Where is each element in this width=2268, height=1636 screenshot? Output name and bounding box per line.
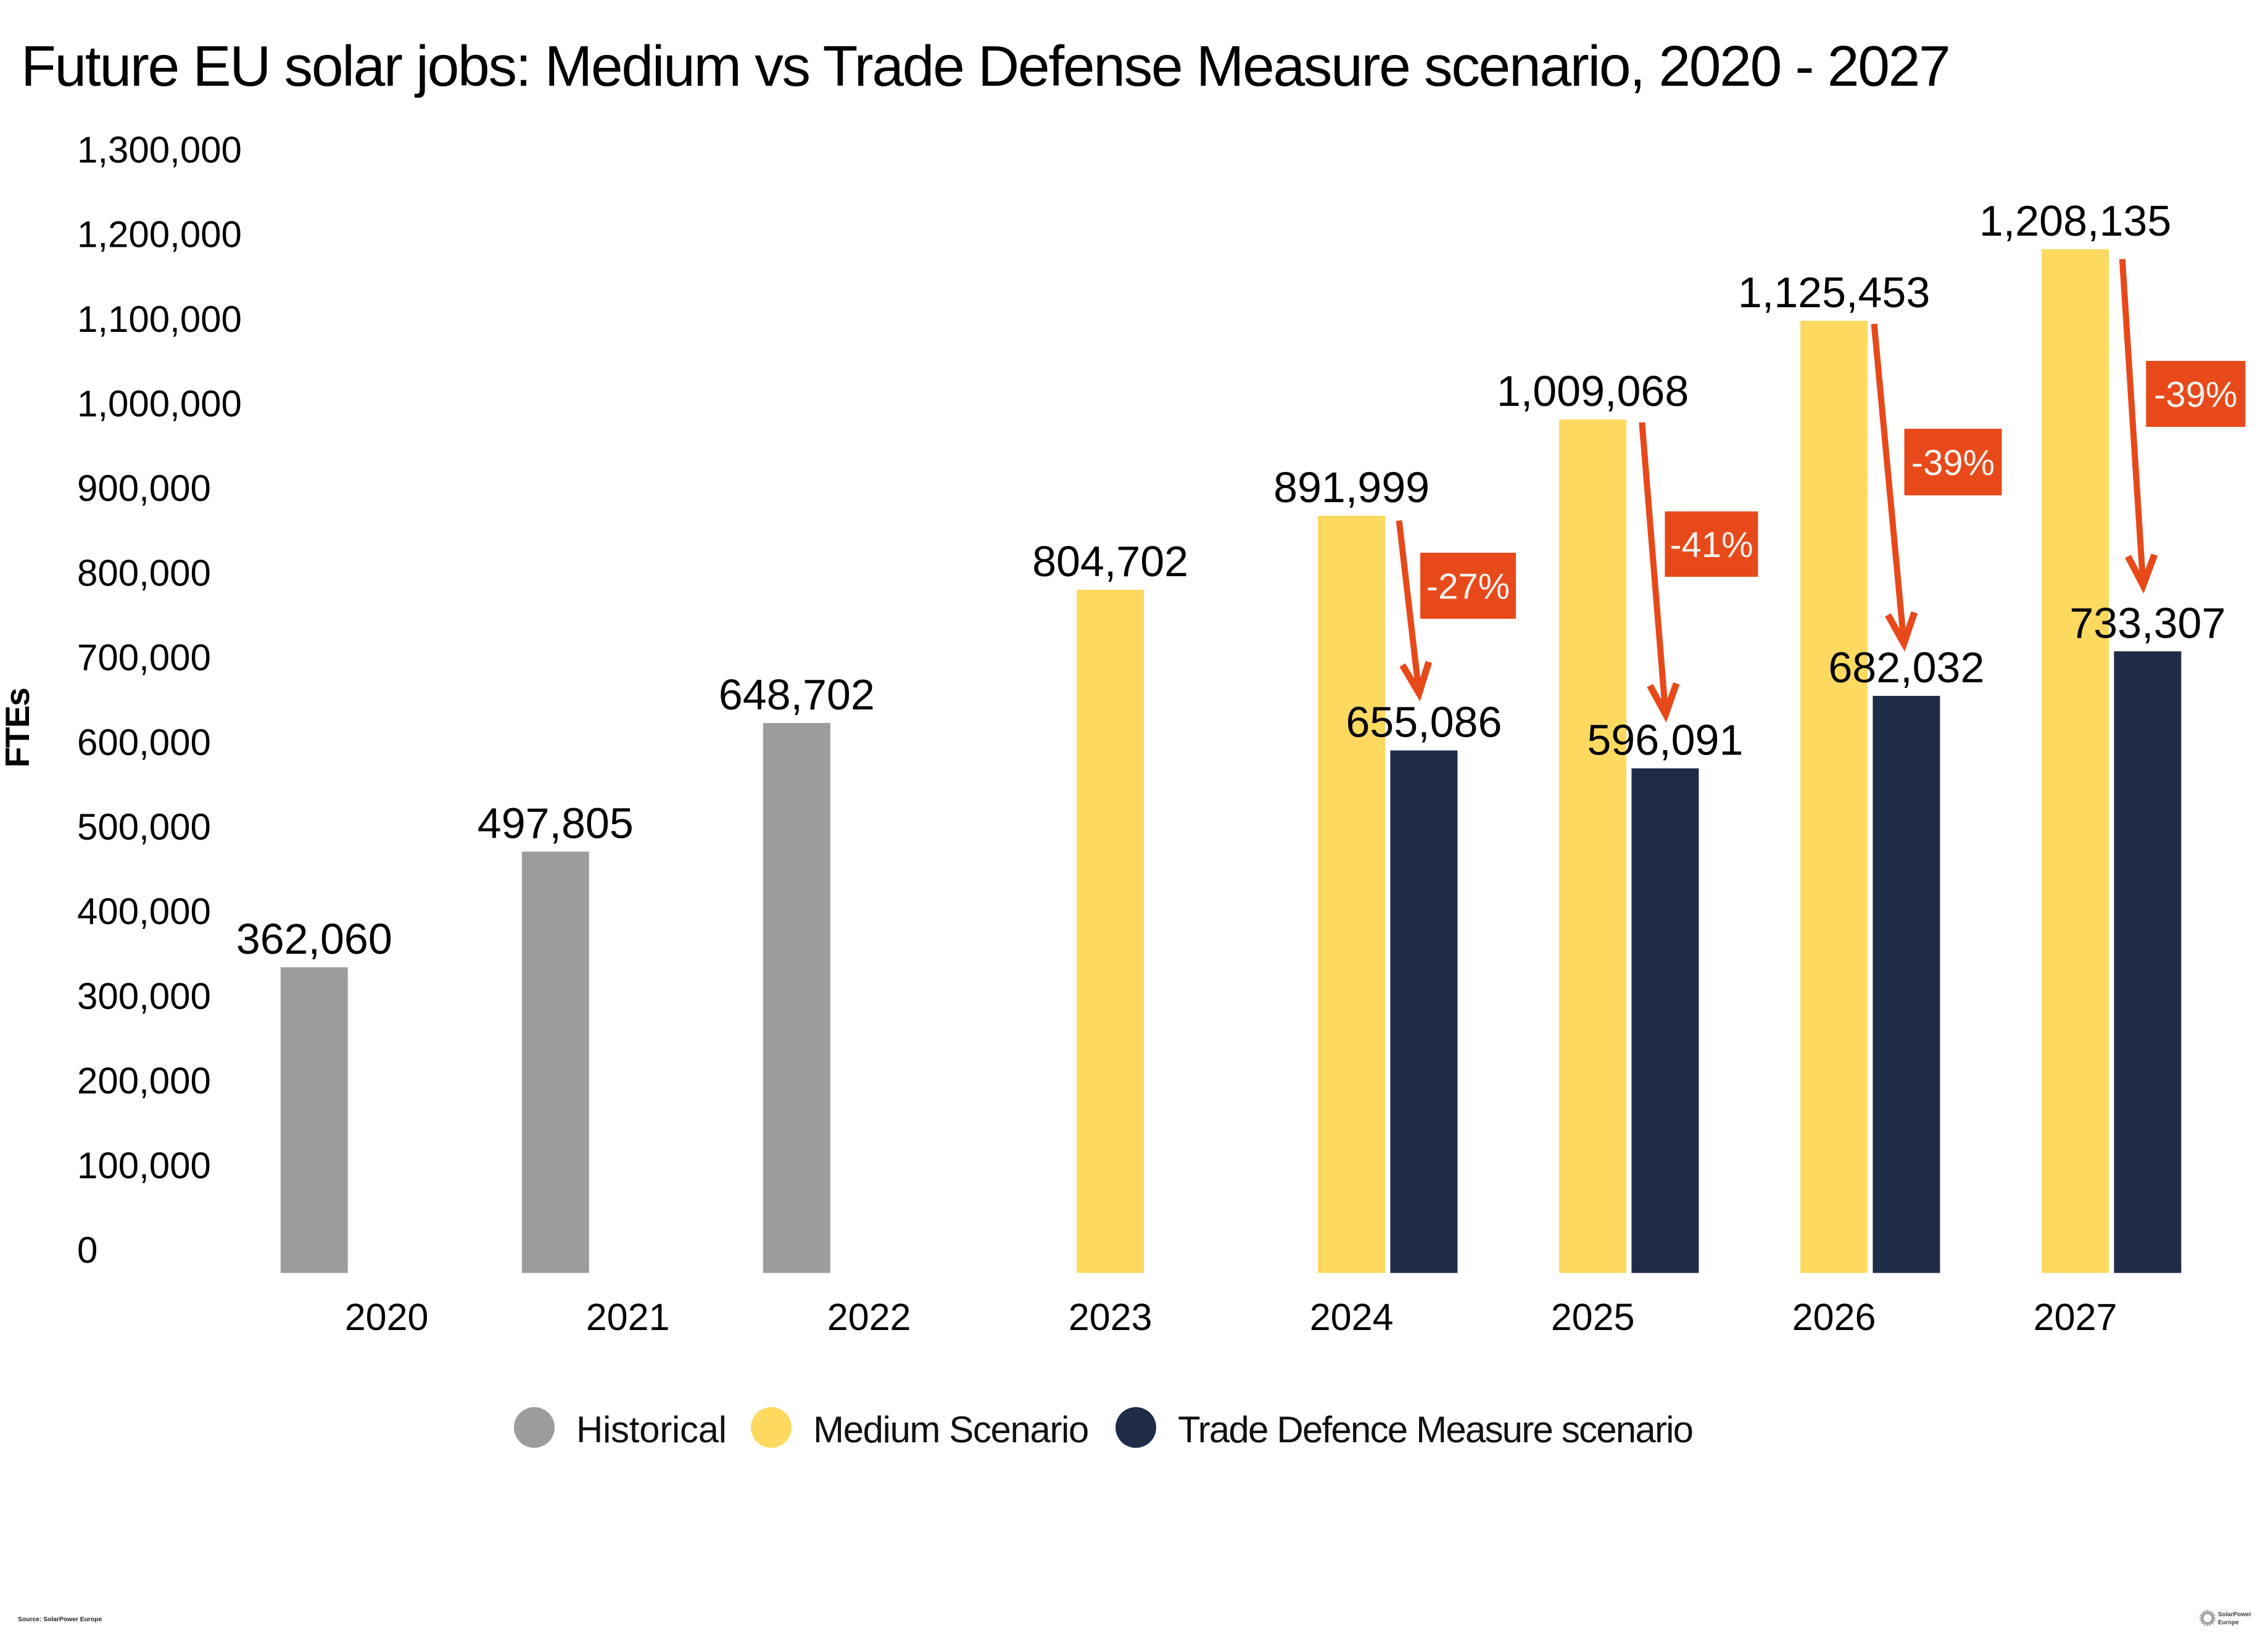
svg-text:1,100,000: 1,100,000 [77, 299, 242, 340]
svg-text:Future EU solar jobs: Medium v: Future EU solar jobs: Medium vs Trade De… [21, 34, 1949, 98]
svg-text:2024: 2024 [1310, 1296, 1394, 1338]
svg-text:200,000: 200,000 [77, 1060, 211, 1102]
svg-text:800,000: 800,000 [77, 552, 211, 593]
svg-text:500,000: 500,000 [77, 806, 211, 848]
svg-text:682,032: 682,032 [1828, 643, 1984, 692]
svg-text:362,060: 362,060 [236, 915, 392, 963]
svg-text:Europe: Europe [2218, 1619, 2239, 1626]
svg-text:600,000: 600,000 [77, 722, 211, 763]
svg-text:-39%: -39% [1911, 443, 1995, 483]
svg-text:900,000: 900,000 [77, 468, 211, 509]
svg-text:SolarPower: SolarPower [2218, 1611, 2251, 1618]
svg-text:497,805: 497,805 [478, 799, 634, 848]
svg-text:-27%: -27% [1426, 567, 1510, 607]
svg-text:Trade Defence Measure scenario: Trade Defence Measure scenario [1178, 1409, 1692, 1450]
svg-text:733,307: 733,307 [2069, 599, 2225, 647]
svg-text:1,125,453: 1,125,453 [1738, 268, 1930, 316]
svg-text:2020: 2020 [345, 1296, 429, 1338]
svg-text:2025: 2025 [1551, 1296, 1635, 1338]
svg-text:1,200,000: 1,200,000 [77, 214, 242, 255]
svg-text:700,000: 700,000 [77, 637, 211, 679]
svg-text:596,091: 596,091 [1587, 716, 1743, 764]
svg-text:-39%: -39% [2154, 375, 2237, 415]
svg-text:Historical: Historical [576, 1409, 727, 1450]
svg-text:2026: 2026 [1792, 1296, 1876, 1338]
svg-text:Source: SolarPower Europe: Source: SolarPower Europe [18, 1616, 102, 1623]
svg-text:891,999: 891,999 [1273, 463, 1430, 511]
svg-text:1,208,135: 1,208,135 [1979, 197, 2171, 245]
svg-text:804,702: 804,702 [1032, 537, 1188, 585]
svg-text:648,702: 648,702 [719, 671, 875, 719]
svg-text:400,000: 400,000 [77, 891, 211, 932]
svg-text:1,300,000: 1,300,000 [77, 129, 242, 170]
svg-text:100,000: 100,000 [77, 1145, 211, 1186]
svg-text:300,000: 300,000 [77, 975, 211, 1017]
svg-text:2021: 2021 [586, 1296, 670, 1338]
svg-text:1,000,000: 1,000,000 [77, 383, 242, 424]
svg-text:1,009,068: 1,009,068 [1497, 367, 1689, 415]
svg-text:0: 0 [77, 1229, 97, 1271]
svg-text:2022: 2022 [827, 1296, 911, 1338]
svg-text:-41%: -41% [1670, 525, 1753, 565]
svg-text:FTEs: FTEs [0, 688, 36, 767]
svg-text:2023: 2023 [1069, 1296, 1153, 1338]
svg-text:655,086: 655,086 [1346, 698, 1502, 746]
svg-text:2027: 2027 [2034, 1296, 2117, 1338]
svg-text:Medium Scenario: Medium Scenario [813, 1409, 1088, 1450]
